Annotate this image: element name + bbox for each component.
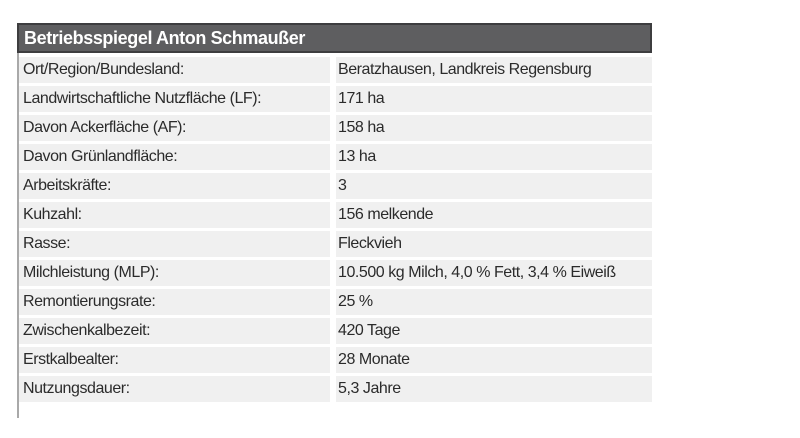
betriebsspiegel-table: Betriebsspiegel Anton Schmaußer Ort/Regi… [17, 23, 652, 418]
row-value: 5,3 Jahre [336, 376, 652, 402]
row-value: 28 Monate [336, 347, 652, 373]
table-row: Landwirtschaftliche Nutzfläche (LF): 171 … [19, 86, 652, 112]
row-label: Davon Grünlandfläche: [19, 144, 330, 170]
row-value: 156 melkende [336, 202, 652, 228]
row-value: 13 ha [336, 144, 652, 170]
table-row: Davon Grünlandfläche: 13 ha [19, 144, 652, 170]
row-value: 10.500 kg Milch, 4,0 % Fett, 3,4 % Eiwei… [336, 260, 652, 286]
row-label: Ort/Region/Bundesland: [19, 57, 330, 83]
table-row: Rasse: Fleckvieh [19, 231, 652, 257]
row-value: 158 ha [336, 115, 652, 141]
row-label: Landwirtschaftliche Nutzfläche (LF): [19, 86, 330, 112]
row-label: Nutzungsdauer: [19, 376, 330, 402]
row-label: Erstkalbealter: [19, 347, 330, 373]
row-value: Beratzhausen, Landkreis Regensburg [336, 57, 652, 83]
table-title: Betriebsspiegel Anton Schmaußer [24, 27, 305, 48]
table-row: Zwischenkalbezeit: 420 Tage [19, 318, 652, 344]
row-label: Davon Ackerfläche (AF): [19, 115, 330, 141]
table-row: Kuhzahl: 156 melkende [19, 202, 652, 228]
table-title-bar: Betriebsspiegel Anton Schmaußer [17, 23, 652, 53]
table-row: Remontierungsrate: 25 % [19, 289, 652, 315]
row-value: 3 [336, 173, 652, 199]
row-label: Kuhzahl: [19, 202, 330, 228]
table-row: Davon Ackerfläche (AF): 158 ha [19, 115, 652, 141]
table-row: Ort/Region/Bundesland: Beratzhausen, Land… [19, 57, 652, 83]
row-label: Rasse: [19, 231, 330, 257]
row-value: 171 ha [336, 86, 652, 112]
table-row: Arbeitskräfte: 3 [19, 173, 652, 199]
table-body: Ort/Region/Bundesland: Beratzhausen, Land… [19, 57, 652, 402]
table-row: Nutzungsdauer: 5,3 Jahre [19, 376, 652, 402]
table-row: Erstkalbealter: 28 Monate [19, 347, 652, 373]
left-border-rule [17, 23, 19, 418]
row-label: Zwischenkalbezeit: [19, 318, 330, 344]
row-label: Milchleistung (MLP): [19, 260, 330, 286]
row-value: 25 % [336, 289, 652, 315]
row-value: 420 Tage [336, 318, 652, 344]
row-value: Fleckvieh [336, 231, 652, 257]
row-label: Remontierungsrate: [19, 289, 330, 315]
table-row: Milchleistung (MLP): 10.500 kg Milch, 4,0… [19, 260, 652, 286]
row-label: Arbeitskräfte: [19, 173, 330, 199]
